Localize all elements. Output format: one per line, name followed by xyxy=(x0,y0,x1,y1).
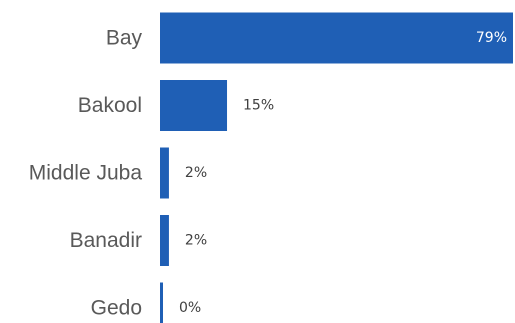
value-label-1: 15% xyxy=(243,98,274,114)
category-label-1: Bakool xyxy=(78,94,142,117)
bar-2 xyxy=(160,147,169,199)
value-label-3: 2% xyxy=(185,233,207,249)
value-labels-group: 79% 15% 2% 2% 0% xyxy=(179,30,507,316)
category-label-3: Banadir xyxy=(70,229,142,252)
value-label-0: 79% xyxy=(476,30,507,46)
category-label-4: Gedo xyxy=(91,297,142,320)
category-label-2: Middle Juba xyxy=(29,162,143,185)
value-label-2: 2% xyxy=(185,165,207,181)
bars-group xyxy=(160,12,513,323)
bar-3 xyxy=(160,215,169,266)
bar-1 xyxy=(160,80,228,131)
category-label-0: Bay xyxy=(106,27,143,50)
value-label-4: 0% xyxy=(179,300,201,316)
category-labels-group: Bay Bakool Middle Juba Banadir Gedo xyxy=(29,27,143,320)
bar-0 xyxy=(160,12,513,64)
bar-4 xyxy=(160,282,163,323)
